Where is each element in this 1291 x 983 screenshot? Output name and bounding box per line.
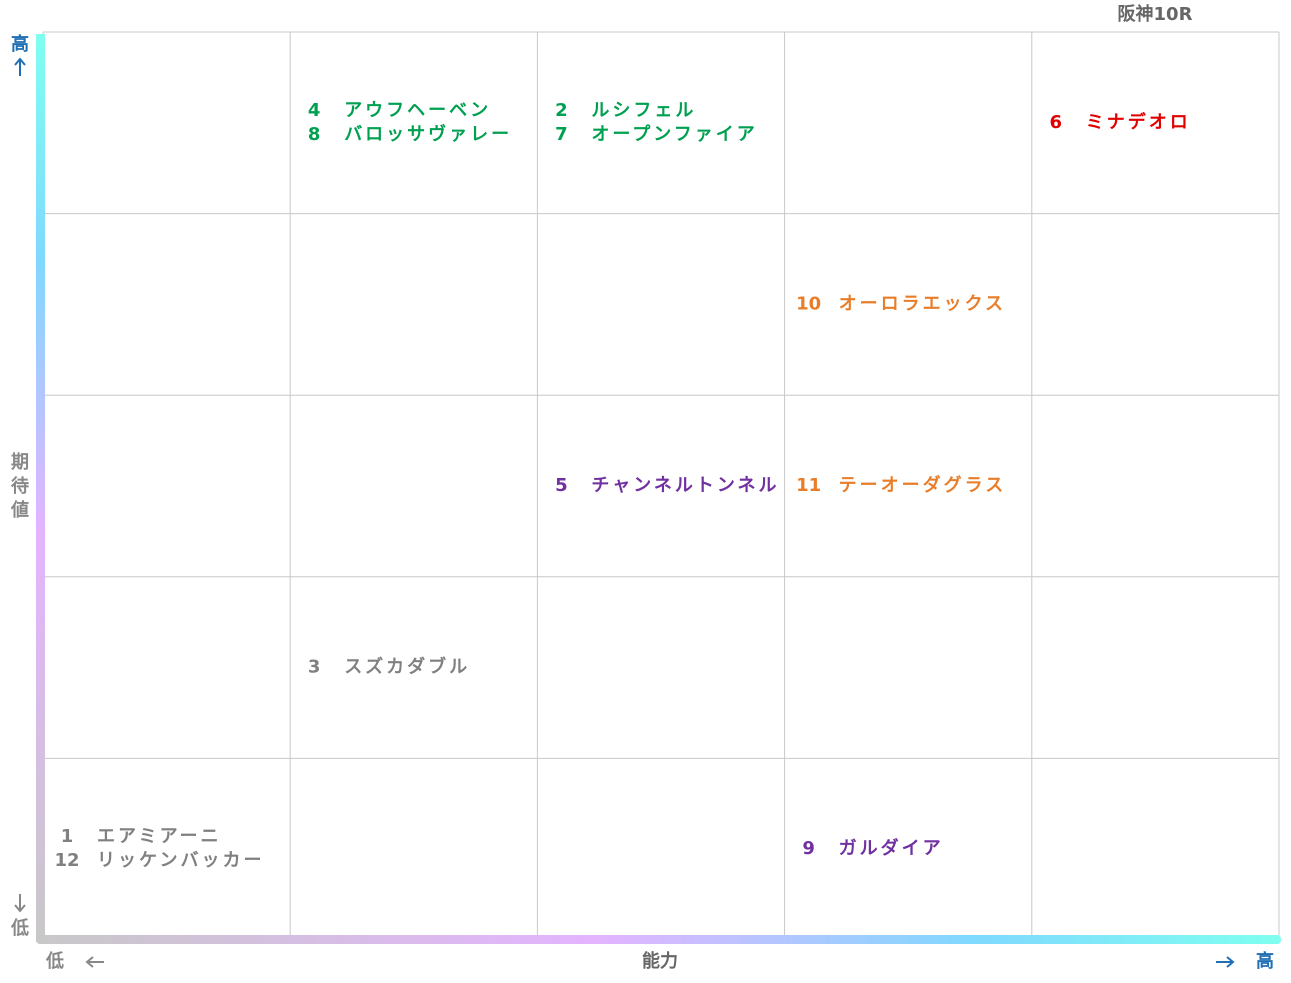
entry-name: スズカダブル [344,656,470,678]
entry-number: 7 [555,124,568,145]
y-label: 期待値 [10,452,29,521]
entry-number: 1 [61,826,74,847]
entry-number: 9 [802,838,815,859]
y-axis-bar [36,34,45,942]
y-low: 低 [10,917,29,939]
entry-number: 10 [796,293,821,314]
entry-name: ミナデオロ [1086,111,1191,133]
entry-name: アウフヘーベン [344,100,491,121]
arrow-down [14,894,26,913]
entry-name: ガルダイア [839,837,944,859]
entry-number: 6 [1050,112,1063,133]
x-low: 低 [45,950,64,972]
x-axis-bar [36,935,1281,944]
entry-name: バロッサヴァレー [344,123,512,145]
entry-name: リッケンバッカー [97,850,264,871]
arrow-up [14,57,26,76]
arrow-right [1216,956,1235,968]
entry-name: オープンファイア [591,123,757,145]
entry-number: 5 [555,475,568,496]
entries: 4 アウフヘーベン 8 バロッサヴァレー 2 ルシフェル 7 オープンファイア 6 ミナデオロ 10… [54,100,1191,871]
entry-name: テーオーダグラス [839,474,1007,496]
entry-name: ルシフェル [591,100,696,121]
title: 阪神10R [1118,3,1193,25]
entry-number: 8 [308,124,321,145]
entry-name: オーロラエックス [839,293,1006,314]
entry-number: 11 [796,475,821,496]
y-axis-label: 期待値 [10,452,29,521]
entry-name: チャンネルトンネル [591,475,779,496]
x-label: 能力 [642,950,678,972]
entry-number: 12 [54,850,79,871]
y-high: 高 [11,33,29,55]
x-high: 高 [1256,950,1274,972]
entry-name: エアミアーニ [97,826,222,847]
arrow-left [85,956,104,968]
entry-number: 4 [308,100,321,121]
entry-number: 2 [555,100,568,121]
entry-number: 3 [308,657,321,678]
